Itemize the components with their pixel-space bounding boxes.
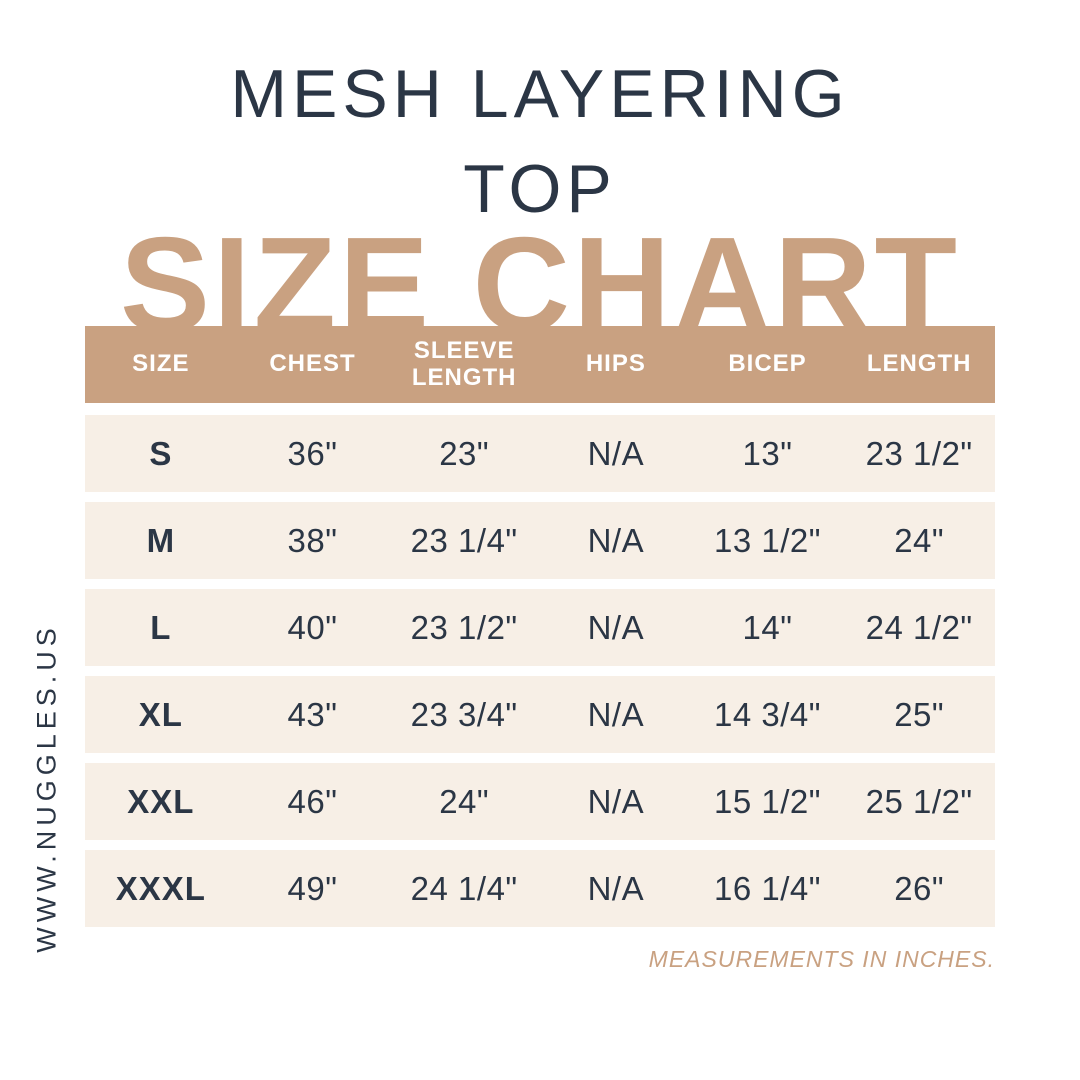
cell-size: XXL [127, 782, 195, 820]
cell-chest: 40" [287, 608, 338, 646]
table-row-xl: XL 43" 23 3/4" N/A 14 3/4" 25" [85, 676, 995, 753]
cell-length: 24 1/2" [865, 608, 973, 646]
cell-size: L [150, 608, 172, 646]
cell-sleeve-length: 24" [439, 782, 490, 820]
cell-bicep: 14" [742, 608, 793, 646]
cell-hips: N/A [587, 608, 645, 646]
header-cell-sleeve-length: SLEEVE LENGTH [411, 336, 517, 391]
cell-chest: 49" [287, 869, 338, 907]
header-cell-chest: CHEST [269, 350, 356, 378]
cell-bicep: 15 1/2" [714, 782, 821, 820]
cell-sleeve-length: 23 3/4" [410, 695, 518, 733]
cell-sleeve-length: 23" [439, 434, 490, 472]
cell-chest: 46" [287, 782, 338, 820]
cell-size: S [149, 434, 173, 472]
cell-length: 26" [894, 869, 945, 907]
measurements-footnote: MEASUREMENTS IN INCHES. [648, 946, 995, 972]
table-header-row: SIZE CHEST SLEEVE LENGTH HIPS BICEP LENG… [85, 326, 995, 403]
table-row-s: S 36" 23" N/A 13" 23 1/2" [85, 415, 995, 492]
cell-hips: N/A [587, 869, 645, 907]
cell-hips: N/A [587, 782, 645, 820]
cell-sleeve-length: 24 1/4" [410, 869, 518, 907]
header-cell-hips: HIPS [585, 350, 646, 378]
cell-length: 24" [894, 521, 945, 559]
cell-size: XXXL [115, 869, 206, 907]
cell-chest: 36" [287, 434, 338, 472]
cell-size: XL [138, 695, 183, 733]
cell-size: M [146, 521, 176, 559]
cell-chest: 43" [287, 695, 338, 733]
size-table: SIZE CHEST SLEEVE LENGTH HIPS BICEP LENG… [85, 326, 995, 937]
cell-bicep: 16 1/4" [714, 869, 821, 907]
cell-bicep: 14 3/4" [714, 695, 821, 733]
cell-sleeve-length: 23 1/2" [410, 608, 518, 646]
cell-sleeve-length: 23 1/4" [410, 521, 518, 559]
table-row-l: L 40" 23 1/2" N/A 14" 24 1/2" [85, 589, 995, 666]
table-row-m: M 38" 23 1/4" N/A 13 1/2" 24" [85, 502, 995, 579]
table-row-xxl: XXL 46" 24" N/A 15 1/2" 25 1/2" [85, 763, 995, 840]
product-title-line2: TOP [463, 151, 617, 227]
cell-length: 25 1/2" [865, 782, 973, 820]
cell-hips: N/A [587, 434, 645, 472]
cell-hips: N/A [587, 695, 645, 733]
header-cell-size: SIZE [132, 350, 190, 378]
cell-bicep: 13" [742, 434, 793, 472]
table-row-xxxl: XXXL 49" 24 1/4" N/A 16 1/4" 26" [85, 850, 995, 927]
cell-length: 23 1/2" [865, 434, 973, 472]
header-cell-bicep: BICEP [728, 350, 807, 378]
cell-bicep: 13 1/2" [714, 521, 821, 559]
cell-hips: N/A [587, 521, 645, 559]
cell-length: 25" [894, 695, 945, 733]
product-title-line1: MESH LAYERING [230, 56, 850, 132]
header-cell-length: LENGTH [866, 350, 972, 378]
website-url-vertical: WWW.NUGGLES.US [31, 623, 62, 953]
cell-chest: 38" [287, 521, 338, 559]
